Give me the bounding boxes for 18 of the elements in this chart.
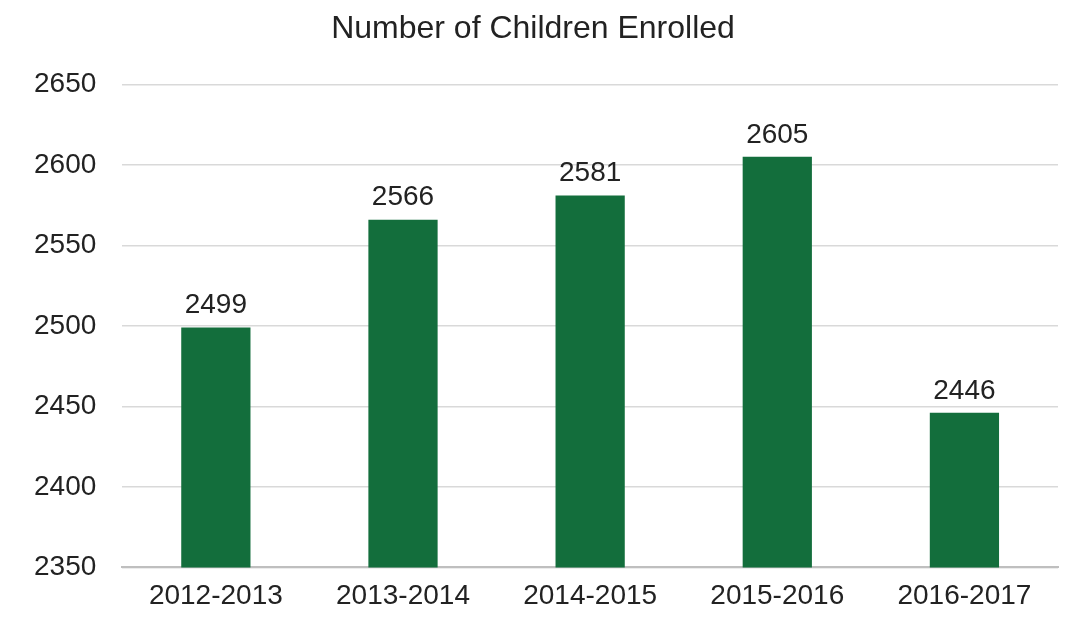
x-tick-label: 2012-2013 [148, 578, 283, 610]
y-tick-label: 2650 [33, 67, 97, 99]
data-label: 2566 [371, 180, 435, 212]
y-tick-label: 2350 [33, 550, 97, 582]
data-label: 2446 [933, 373, 996, 405]
data-label: 2605 [746, 117, 809, 149]
data-label: 2499 [184, 288, 248, 320]
y-tick-label: 2550 [33, 228, 97, 260]
y-tick-label: 2600 [33, 147, 97, 179]
x-tick-label: 2016-2017 [897, 578, 1032, 610]
y-tick-label: 2500 [33, 308, 97, 340]
x-tick-label: 2015-2016 [710, 578, 845, 610]
x-tick-label: 2013-2014 [336, 578, 470, 610]
x-tick-label: 2014-2015 [523, 578, 658, 610]
y-tick-label: 2400 [33, 469, 97, 501]
chart-title: Number of Children Enrolled [331, 9, 735, 46]
data-label: 2581 [559, 156, 622, 188]
y-tick-label: 2450 [33, 389, 97, 421]
